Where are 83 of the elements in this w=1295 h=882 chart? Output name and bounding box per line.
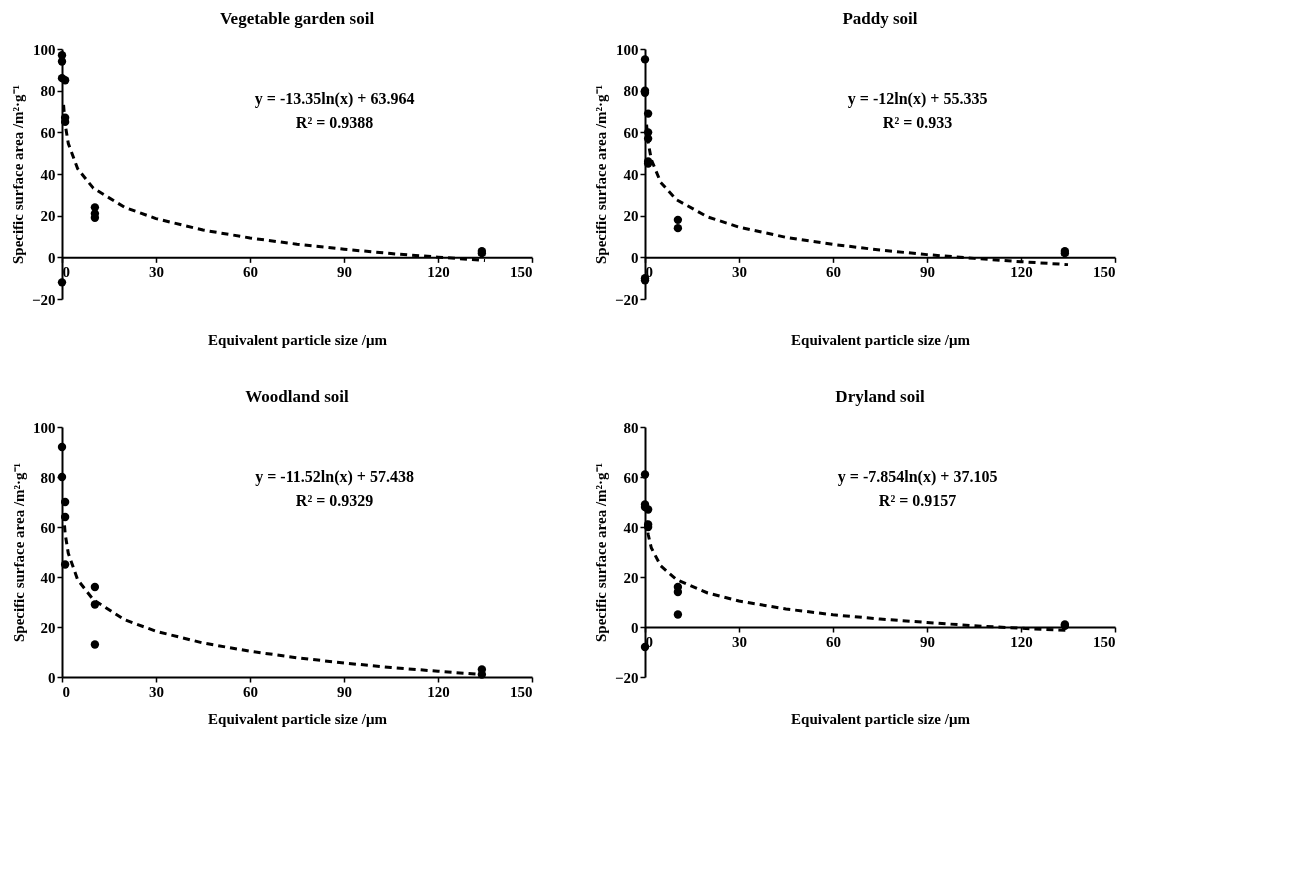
- y-tick-label: 40: [623, 519, 639, 536]
- point: [643, 109, 653, 118]
- point: [640, 470, 650, 479]
- x-tick-label: 150: [510, 683, 533, 700]
- x-tick-label: 60: [243, 263, 258, 280]
- point: [57, 278, 67, 287]
- point: [60, 497, 70, 507]
- x-tick-label: 120: [427, 263, 450, 280]
- y-tick-label: 40: [623, 166, 639, 183]
- point: [60, 560, 70, 569]
- annotation: y = -12ln(x) + 55.335: [847, 90, 988, 108]
- y-tick-label: 20: [40, 619, 56, 636]
- y-tick-label: 100: [616, 41, 639, 58]
- x-tick-label: 120: [1010, 263, 1033, 280]
- point: [90, 640, 100, 649]
- y-axis-title: Specific surface area /m²·g⁻¹: [11, 462, 27, 643]
- annotation: y = -7.854ln(x) + 37.105: [837, 468, 998, 486]
- x-tick-label: 120: [427, 683, 450, 700]
- x-tick-label: 0: [62, 263, 70, 280]
- x-tick-label: 90: [920, 263, 935, 280]
- x-tick-label: 0: [645, 263, 653, 280]
- x-axis-title: Equivalent particle size /μm: [791, 332, 971, 349]
- x-tick-label: 90: [337, 683, 352, 700]
- x-tick-label: 150: [1093, 633, 1116, 650]
- point: [673, 215, 683, 225]
- x-tick-label: 30: [732, 263, 747, 280]
- y-tick-label: −20: [614, 669, 639, 686]
- annotation: R² = 0.9157: [878, 492, 957, 509]
- y-tick-label: −20: [31, 291, 56, 308]
- y-tick-label: 0: [48, 249, 56, 266]
- x-tick-label: 60: [826, 633, 841, 650]
- y-tick-label: 60: [623, 124, 639, 141]
- y-tick-label: 60: [40, 519, 56, 536]
- y-tick-label: 20: [623, 569, 639, 586]
- point: [57, 472, 67, 482]
- y-tick-label: 20: [623, 208, 639, 225]
- x-tick-label: 60: [243, 683, 258, 700]
- y-tick-label: 60: [623, 469, 639, 486]
- y-tick-label: 20: [40, 208, 56, 225]
- point: [673, 610, 683, 619]
- y-axis-title: Specific surface area /m²·g⁻¹: [9, 84, 26, 265]
- y-tick-label: 80: [623, 83, 639, 100]
- y-tick-label: 80: [623, 419, 639, 436]
- chart-title: Dryland soil: [835, 387, 925, 406]
- annotation: R² = 0.9329: [295, 492, 374, 509]
- x-axis-title: Equivalent particle size /μm: [208, 332, 388, 349]
- y-axis-title: Specific surface area /m²·g⁻¹: [592, 84, 609, 265]
- y-tick-label: 60: [40, 124, 56, 141]
- point: [57, 57, 67, 66]
- annotation: y = -13.35ln(x) + 63.964: [254, 90, 415, 108]
- x-axis-title: Equivalent particle size /μm: [791, 710, 971, 727]
- point: [90, 582, 100, 592]
- x-tick-label: 120: [1010, 633, 1033, 650]
- x-tick-label: 150: [510, 263, 533, 280]
- y-tick-label: −20: [614, 291, 639, 308]
- annotation: y = -11.52ln(x) + 57.438: [255, 468, 414, 486]
- x-tick-label: 90: [920, 633, 935, 650]
- x-tick-label: 0: [62, 683, 70, 700]
- chart-title: Woodland soil: [245, 387, 349, 406]
- y-axis-title: Specific surface area /m²·g⁻¹: [592, 462, 609, 643]
- x-tick-label: 60: [826, 263, 841, 280]
- y-tick-label: 0: [48, 669, 56, 686]
- point: [57, 442, 67, 452]
- y-tick-label: 100: [33, 41, 56, 58]
- x-axis-title: Equivalent particle size /μm: [208, 710, 388, 727]
- y-tick-label: 0: [631, 249, 639, 266]
- x-tick-label: 90: [337, 263, 352, 280]
- x-tick-label: 30: [732, 633, 747, 650]
- chart-title: Vegetable garden soil: [219, 9, 375, 28]
- x-tick-label: 150: [1093, 263, 1116, 280]
- y-tick-label: 0: [631, 619, 639, 636]
- annotation: R² = 0.933: [882, 114, 953, 131]
- point: [673, 223, 683, 233]
- x-tick-label: 30: [149, 263, 164, 280]
- y-tick-label: 40: [40, 166, 56, 183]
- chart-title: Paddy soil: [842, 9, 918, 28]
- point: [640, 55, 650, 64]
- y-tick-label: 80: [40, 469, 56, 486]
- annotation: R² = 0.9388: [295, 114, 374, 131]
- x-tick-label: 30: [149, 683, 164, 700]
- y-tick-label: 80: [40, 83, 56, 100]
- y-tick-label: 100: [33, 419, 56, 436]
- y-tick-label: 40: [40, 569, 56, 586]
